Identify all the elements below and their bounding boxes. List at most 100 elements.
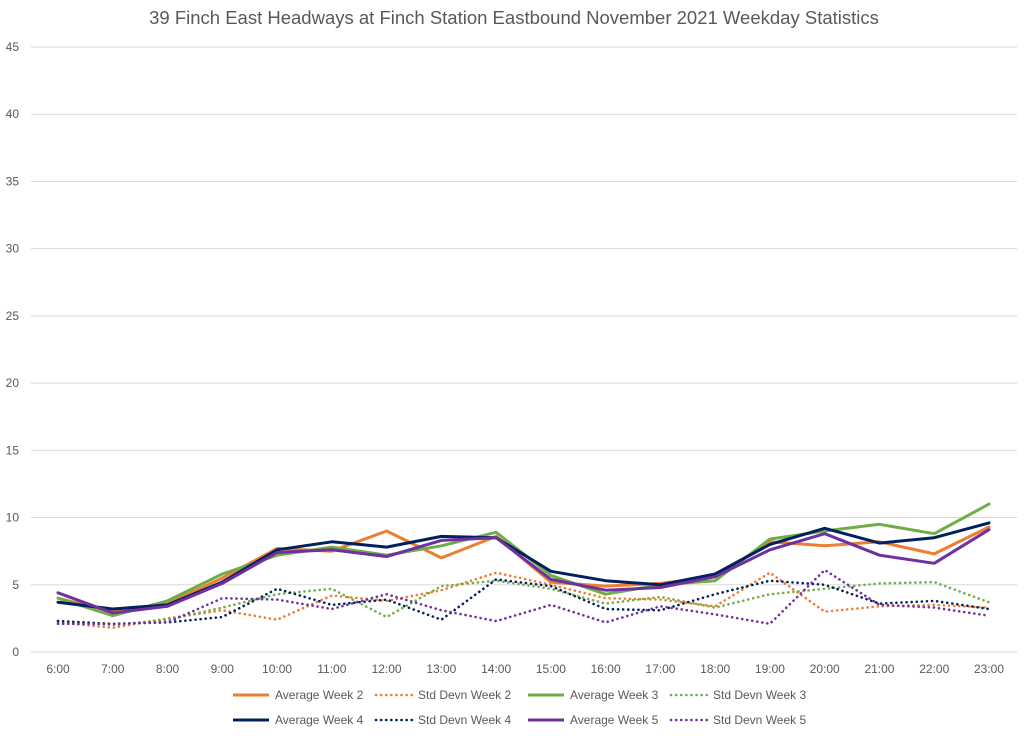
x-tick-label: 21:00 (864, 662, 894, 676)
data-point (57, 623, 59, 625)
data-point (221, 577, 223, 579)
x-tick-label: 18:00 (700, 662, 730, 676)
data-point (714, 613, 716, 615)
y-tick-label: 25 (6, 309, 20, 323)
data-point (221, 597, 223, 599)
x-tick-label: 19:00 (755, 662, 785, 676)
data-point (57, 592, 59, 594)
data-point (824, 530, 826, 532)
series-line (56, 528, 991, 615)
x-tick-label: 8:00 (156, 662, 180, 676)
data-point (385, 598, 387, 600)
data-point (769, 543, 771, 545)
data-point (276, 598, 278, 600)
data-point (550, 574, 552, 576)
data-point (604, 589, 606, 591)
series-std-devn-week-5 (56, 568, 991, 626)
data-point (988, 601, 990, 603)
data-point (824, 532, 826, 534)
data-point (331, 594, 333, 596)
data-point (57, 620, 59, 622)
x-tick-label: 16:00 (591, 662, 621, 676)
legend: Average Week 2 Std Devn Week 2 Average Wee… (233, 688, 806, 727)
series-average-week-4 (56, 521, 991, 611)
data-point (57, 601, 59, 603)
series-line (56, 525, 991, 614)
data-point (221, 609, 223, 611)
data-point (659, 596, 661, 598)
data-point (824, 588, 826, 590)
data-point (331, 608, 333, 610)
y-tick-label: 35 (6, 174, 20, 188)
data-point (276, 588, 278, 590)
data-point (385, 530, 387, 532)
data-point (933, 606, 935, 608)
data-point (112, 615, 114, 617)
data-point (878, 523, 880, 525)
data-point (495, 531, 497, 533)
y-tick-label: 30 (6, 242, 20, 256)
data-point (769, 538, 771, 540)
data-point (604, 621, 606, 623)
gridlines (31, 46, 1017, 653)
data-point (933, 532, 935, 534)
data-point (714, 580, 716, 582)
data-point (604, 608, 606, 610)
data-point (659, 584, 661, 586)
data-point (112, 612, 114, 614)
data-point (824, 610, 826, 612)
legend-item: Std Devn Week 4 (374, 713, 511, 727)
data-point (769, 623, 771, 625)
x-tick-label: 7:00 (101, 662, 125, 676)
x-axis-ticks: 6:00 7:00 8:00 9:00 10:00 11:00 12:00 13:00 14:0… (46, 662, 1004, 676)
data-point (385, 546, 387, 548)
series-line (56, 578, 991, 626)
data-point (988, 608, 990, 610)
data-point (988, 526, 990, 528)
legend-label: Average Week 2 (275, 688, 364, 702)
data-point (440, 619, 442, 621)
data-point (385, 593, 387, 595)
data-point (604, 593, 606, 595)
data-point (933, 581, 935, 583)
data-point (221, 582, 223, 584)
data-point (57, 597, 59, 599)
data-point (659, 586, 661, 588)
data-point (824, 569, 826, 571)
data-point (495, 571, 497, 573)
data-point (933, 553, 935, 555)
legend-item: Average Week 5 (528, 713, 659, 727)
data-point (440, 539, 442, 541)
series-line (56, 568, 991, 626)
legend-item: Average Week 2 (233, 688, 364, 702)
y-tick-label: 10 (6, 511, 20, 525)
y-tick-label: 0 (12, 645, 19, 659)
data-point (276, 549, 278, 551)
x-tick-label: 22:00 (919, 662, 949, 676)
data-point (440, 545, 442, 547)
x-tick-label: 9:00 (211, 662, 235, 676)
x-tick-label: 11:00 (317, 662, 346, 676)
legend-label: Std Devn Week 3 (713, 688, 806, 702)
data-point (440, 557, 442, 559)
series-average-week-2 (56, 525, 991, 614)
data-point (221, 573, 223, 575)
data-point (112, 608, 114, 610)
legend-item: Average Week 3 (528, 688, 659, 702)
legend-item: Std Devn Week 3 (669, 688, 806, 702)
data-point (440, 535, 442, 537)
legend-label: Average Week 5 (570, 713, 659, 727)
y-tick-label: 20 (6, 376, 20, 390)
legend-label: Average Week 3 (570, 688, 659, 702)
data-point (550, 604, 552, 606)
legend-item: Std Devn Week 2 (374, 688, 511, 702)
series-std-devn-week-4 (56, 578, 991, 626)
data-point (385, 555, 387, 557)
y-tick-label: 40 (6, 107, 20, 121)
data-point (550, 581, 552, 583)
data-point (604, 602, 606, 604)
x-tick-label: 13:00 (426, 662, 456, 676)
data-point (550, 588, 552, 590)
x-tick-label: 17:00 (645, 662, 675, 676)
data-point (331, 604, 333, 606)
